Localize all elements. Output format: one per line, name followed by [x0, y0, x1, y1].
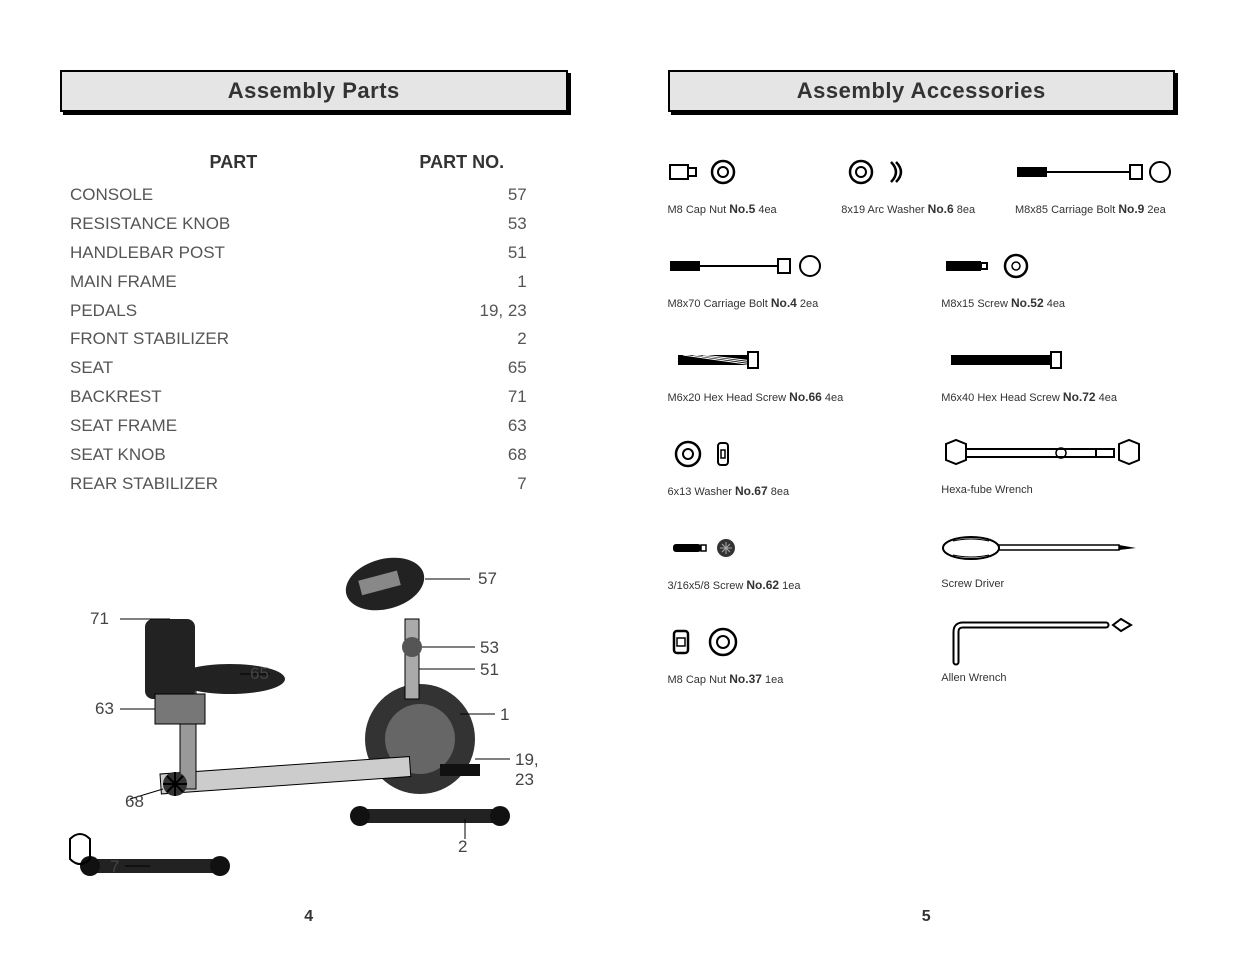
table-row: FRONT STABILIZER2 [70, 325, 527, 354]
col-partno: PART NO. [397, 152, 527, 173]
page-number-right: 5 [922, 908, 931, 926]
acc-screwdriver: Screw Driver [941, 528, 1175, 592]
acc-no37: M8 Cap Nut No.37 1ea [668, 622, 902, 686]
callout-1: 1 [500, 705, 509, 725]
table-row: MAIN FRAME1 [70, 268, 527, 297]
acc-allen-wrench: Allen Wrench [941, 622, 1175, 686]
acc-no6: 8x19 Arc Washer No.6 8ea [841, 152, 995, 216]
carriage-bolt-icon [668, 246, 902, 286]
arc-washer-icon [841, 152, 995, 192]
callout-2: 2 [458, 837, 467, 857]
accessories-top-row: M8 Cap Nut No.5 4ea 8x19 Arc Washer No.6… [668, 152, 1176, 216]
callout-57: 57 [478, 569, 497, 589]
exploded-diagram: 57 53 51 1 19, 23 2 71 65 63 68 7 [60, 539, 560, 899]
table-row: CONSOLE57 [70, 181, 527, 210]
acc-no4: M8x70 Carriage Bolt No.4 2ea [668, 246, 902, 310]
washer-icon [668, 434, 902, 474]
table-row: SEAT FRAME63 [70, 412, 527, 441]
callout-71: 71 [90, 609, 109, 629]
cap-nut-icon [668, 152, 822, 192]
carriage-bolt-long-icon [1015, 152, 1175, 192]
acc-no62: 3/16x5/8 Screw No.62 1ea [668, 528, 902, 592]
page-spread: Assembly Parts PART PART NO. CONSOLE57 R… [0, 0, 1235, 954]
hex-screw-short-icon [668, 340, 902, 380]
bike-diagram-svg [60, 539, 560, 899]
acc-no9: M8x85 Carriage Bolt No.9 2ea [1015, 152, 1175, 216]
parts-table: PART PART NO. CONSOLE57 RESISTANCE KNOB5… [70, 152, 527, 499]
right-page: Assembly Accessories M8 Cap Nut No.5 4ea… [618, 0, 1235, 954]
acc-no67: 6x13 Washer No.67 8ea [668, 434, 902, 498]
callout-68: 68 [125, 792, 144, 812]
callout-7: 7 [110, 857, 119, 877]
screwdriver-icon [941, 528, 1175, 568]
callout-1923: 19, 23 [515, 750, 560, 790]
table-row: REAR STABILIZER7 [70, 470, 527, 499]
col-part: PART [70, 152, 397, 173]
callout-65: 65 [250, 664, 269, 684]
hex-screw-long-icon [941, 340, 1175, 380]
acc-no72: M6x40 Hex Head Screw No.72 4ea [941, 340, 1175, 404]
table-row: SEAT KNOB68 [70, 441, 527, 470]
table-row: PEDALS19, 23 [70, 297, 527, 326]
cap-nut-single-icon [668, 622, 902, 662]
table-row: RESISTANCE KNOB53 [70, 210, 527, 239]
allen-wrench-icon [941, 622, 1175, 662]
parts-table-header: PART PART NO. [70, 152, 527, 173]
acc-no5: M8 Cap Nut No.5 4ea [668, 152, 822, 216]
table-row: BACKREST71 [70, 383, 527, 412]
acc-no66: M6x20 Hex Head Screw No.66 4ea [668, 340, 902, 404]
page-number-left: 4 [304, 908, 313, 926]
accessories-grid: M8x70 Carriage Bolt No.4 2ea M8x15 Screw… [668, 246, 1176, 686]
assembly-parts-header: Assembly Parts [60, 70, 568, 112]
hexa-wrench-icon [941, 434, 1175, 474]
left-page: Assembly Parts PART PART NO. CONSOLE57 R… [0, 0, 618, 954]
callout-63: 63 [95, 699, 114, 719]
table-row: HANDLEBAR POST51 [70, 239, 527, 268]
table-row: SEAT65 [70, 354, 527, 383]
acc-no52: M8x15 Screw No.52 4ea [941, 246, 1175, 310]
small-screw-icon [668, 528, 902, 568]
callout-53: 53 [480, 638, 499, 658]
acc-hexa-wrench: Hexa-fube Wrench [941, 434, 1175, 498]
callout-51: 51 [480, 660, 499, 680]
assembly-accessories-header: Assembly Accessories [668, 70, 1176, 112]
short-screw-icon [941, 246, 1175, 286]
